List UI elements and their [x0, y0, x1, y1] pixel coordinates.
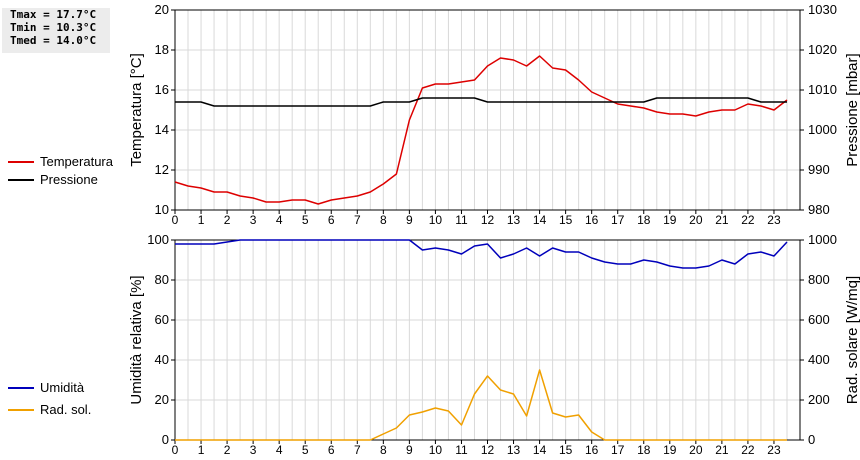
x-tick-label: 6 [328, 443, 335, 457]
x-tick-label: 5 [302, 443, 309, 457]
x-tick-label: 7 [354, 213, 361, 227]
y-tick-label-left: 16 [155, 82, 169, 97]
legend-item-temperatura: Temperatura [8, 154, 113, 169]
y-tick-label-left: 40 [155, 352, 169, 367]
x-tick-label: 3 [250, 213, 257, 227]
x-tick-label: 17 [611, 213, 625, 227]
legend-swatch-rad-sol [8, 408, 34, 411]
y-axis-title-left-top: Temperatura [°C] [128, 53, 145, 167]
y-tick-label-right: 1030 [808, 2, 837, 17]
legend-item-umidita: Umidità [8, 380, 84, 395]
x-tick-label: 11 [455, 443, 468, 457]
x-tick-label: 22 [741, 443, 755, 457]
x-tick-label: 17 [611, 443, 625, 457]
legend-label-temperatura: Temperatura [40, 154, 113, 169]
y-tick-label-right: 1020 [808, 42, 837, 57]
x-tick-label: 10 [429, 443, 443, 457]
legend-swatch-temperatura [8, 160, 34, 163]
y-tick-label-left: 80 [155, 272, 169, 287]
x-tick-label: 15 [559, 443, 573, 457]
x-tick-label: 14 [533, 443, 547, 457]
x-tick-label: 14 [533, 213, 547, 227]
y-tick-label-right: 1000 [808, 122, 837, 137]
y-tick-label-left: 20 [155, 2, 169, 17]
y-tick-label-left: 12 [155, 162, 169, 177]
y-tick-label-left: 20 [155, 392, 169, 407]
temperature-stats-box: Tmax = 17.7°C Tmin = 10.3°C Tmed = 14.0°… [2, 8, 110, 53]
y-tick-label-right: 200 [808, 392, 830, 407]
stat-tmax: Tmax = 17.7°C [10, 8, 97, 21]
y-tick-label-left: 14 [155, 122, 169, 137]
legend-item-pressione: Pressione [8, 172, 98, 187]
stat-tmin: Tmin = 10.3°C [10, 21, 97, 34]
y-tick-label-right: 980 [808, 202, 830, 217]
x-tick-label: 20 [689, 213, 703, 227]
legend-label-umidita: Umidità [40, 380, 85, 395]
x-tick-label: 20 [689, 443, 703, 457]
x-tick-label: 0 [172, 443, 179, 457]
x-tick-label: 11 [455, 213, 468, 227]
y-tick-label-left: 0 [162, 432, 169, 447]
x-tick-label: 21 [715, 213, 729, 227]
y-tick-label-right: 800 [808, 272, 830, 287]
x-tick-label: 23 [767, 443, 781, 457]
x-tick-label: 9 [406, 443, 413, 457]
x-tick-label: 10 [429, 213, 443, 227]
x-tick-label: 21 [715, 443, 729, 457]
x-tick-label: 7 [354, 443, 361, 457]
x-tick-label: 18 [637, 443, 651, 457]
x-tick-label: 16 [585, 443, 599, 457]
x-tick-label: 8 [380, 213, 387, 227]
legend-item-rad-sol: Rad. sol. [8, 402, 91, 417]
x-tick-label: 2 [224, 443, 231, 457]
x-tick-label: 18 [637, 213, 651, 227]
x-tick-label: 23 [767, 213, 781, 227]
x-tick-label: 1 [198, 213, 205, 227]
y-tick-label-left: 18 [155, 42, 169, 57]
y-tick-label-right: 1000 [808, 232, 837, 247]
series-line-pressione [175, 97, 787, 107]
x-tick-label: 1 [198, 443, 205, 457]
x-tick-label: 9 [406, 213, 413, 227]
y-tick-label-right: 1010 [808, 82, 837, 97]
x-tick-label: 22 [741, 213, 755, 227]
x-tick-label: 13 [507, 213, 521, 227]
legend-swatch-pressione [8, 178, 34, 181]
y-tick-label-left: 100 [147, 232, 169, 247]
x-tick-label: 8 [380, 443, 387, 457]
series-line-temperatura [174, 55, 788, 205]
y-axis-title-right-top: Pressione [mbar] [844, 53, 860, 166]
legend-swatch-umidita [8, 386, 34, 389]
series-line-rad-sol [175, 369, 787, 441]
y-axis-title-left-bottom: Umidità relativa [%] [128, 275, 145, 404]
x-tick-label: 12 [481, 443, 495, 457]
y-tick-label-left: 60 [155, 312, 169, 327]
x-tick-label: 19 [663, 443, 677, 457]
x-tick-label: 15 [559, 213, 573, 227]
x-tick-label: 4 [276, 443, 283, 457]
legend-label-rad-sol: Rad. sol. [40, 402, 92, 417]
x-tick-label: 13 [507, 443, 521, 457]
y-tick-label-right: 400 [808, 352, 830, 367]
x-tick-label: 4 [276, 213, 283, 227]
x-tick-label: 6 [328, 213, 335, 227]
x-tick-label: 0 [172, 213, 179, 227]
y-tick-label-right: 990 [808, 162, 830, 177]
x-tick-label: 16 [585, 213, 599, 227]
x-tick-label: 3 [250, 443, 257, 457]
y-tick-label-left: 10 [155, 202, 169, 217]
legend-label-pressione: Pressione [40, 172, 98, 187]
x-tick-label: 5 [302, 213, 309, 227]
x-tick-label: 2 [224, 213, 231, 227]
stat-tmed: Tmed = 14.0°C [10, 34, 97, 47]
y-tick-label-right: 0 [808, 432, 815, 447]
x-tick-label: 12 [481, 213, 495, 227]
series-line-umidit [175, 239, 788, 269]
y-tick-label-right: 600 [808, 312, 830, 327]
y-axis-title-right-bottom: Rad. solare [W/mq] [844, 276, 860, 404]
x-tick-label: 19 [663, 213, 677, 227]
